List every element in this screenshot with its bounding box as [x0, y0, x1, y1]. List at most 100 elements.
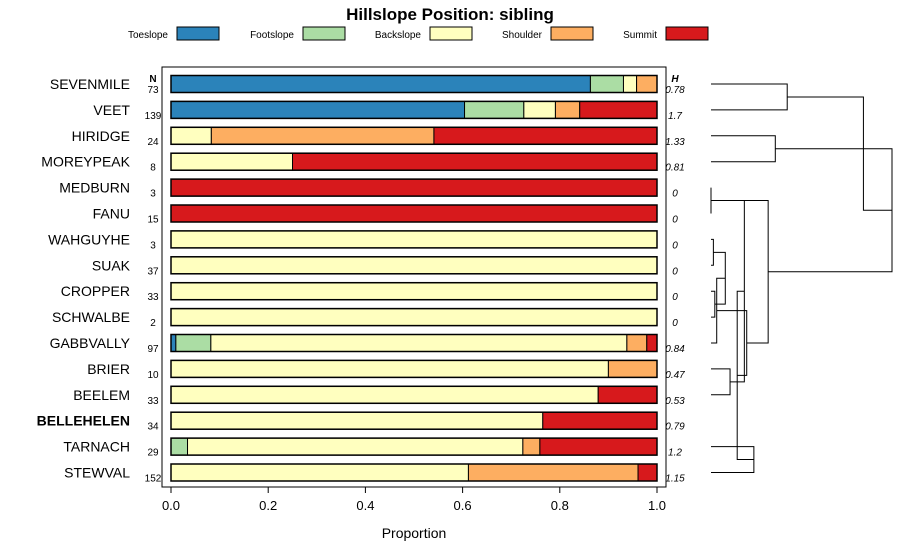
- n-value: 97: [147, 344, 159, 355]
- dendrogram-link: [711, 290, 716, 318]
- n-value: 3: [150, 240, 156, 251]
- n-value: 73: [147, 85, 159, 96]
- bar-outline: [170, 437, 658, 456]
- bar-row: BRIER 10 0.47: [87, 359, 685, 381]
- plot-panel: [161, 66, 667, 488]
- row-label: HIRIDGE: [72, 128, 130, 144]
- x-tick-label: 1.0: [648, 498, 666, 513]
- bar-segment-summit: [170, 178, 658, 197]
- bar-segment-backslope: [523, 100, 556, 119]
- bar-segment-backslope: [622, 75, 638, 93]
- n-value: 15: [147, 215, 159, 226]
- row-label: BELLEHELEN: [37, 413, 130, 429]
- bar-row: SEVENMILE 73 0.78: [50, 74, 685, 96]
- bar-segment-toeslope: [170, 75, 591, 93]
- bar-segment-summit: [637, 463, 658, 482]
- bar-segment-toeslope: [170, 100, 466, 119]
- bar-row: SCHWALBE 2 0: [52, 307, 678, 329]
- bar-segment-backslope: [170, 282, 658, 301]
- n-value: 3: [150, 189, 156, 200]
- bar-row: CROPPER 33 0: [61, 281, 678, 303]
- legend-swatch: [302, 26, 346, 41]
- x-tick-label: 0.4: [356, 498, 374, 513]
- bar-row: BELLEHELEN 34 0.79: [37, 411, 685, 433]
- bar-segment-summit: [539, 437, 658, 456]
- bar-outline: [170, 204, 658, 223]
- row-label: BEELEM: [73, 387, 130, 403]
- row-label: GABBVALLY: [50, 335, 131, 351]
- dendrogram-link: [711, 238, 714, 266]
- bar-row: VEET 139 1.7: [93, 100, 682, 122]
- bar-segment-summit: [579, 100, 658, 119]
- bar-segment-summit: [292, 152, 658, 171]
- n-value: 10: [147, 370, 159, 381]
- bar-segment-backslope: [170, 359, 609, 378]
- bar-outline: [170, 463, 658, 482]
- h-value: 0: [672, 215, 678, 226]
- n-value: 37: [147, 266, 159, 277]
- legend-label: Backslope: [375, 30, 422, 41]
- bar-segment-shoulder: [607, 359, 658, 378]
- bar-outline: [170, 359, 658, 379]
- bar-row: TARNACH 29 1.2: [63, 437, 682, 459]
- bar-outline: [170, 385, 658, 405]
- bar-segment-shoulder: [636, 75, 658, 93]
- legend-swatch: [550, 26, 594, 41]
- bar-outline: [170, 411, 658, 430]
- legend-label: Toeslope: [128, 30, 168, 41]
- row-label: BRIER: [87, 361, 130, 377]
- bar-row: GABBVALLY 97 0.84: [50, 333, 685, 355]
- n-value: 152: [145, 474, 162, 485]
- bar-outline: [170, 152, 658, 171]
- h-value: 0: [672, 318, 678, 329]
- row-label: MEDBURN: [59, 180, 130, 196]
- bar-segment-summit: [542, 411, 658, 430]
- dendrogram-link: [711, 135, 776, 163]
- bar-segment-backslope: [170, 152, 293, 171]
- row-label: MOREYPEAK: [41, 154, 130, 170]
- bar-row: BEELEM 33 0.53: [73, 385, 685, 407]
- legend-label: Shoulder: [502, 30, 543, 41]
- bar-segment-backslope: [187, 437, 524, 456]
- row-label: FANU: [93, 206, 130, 222]
- bar-segment-footslope: [175, 334, 212, 352]
- bar-segment-backslope: [170, 411, 544, 430]
- bar-segment-backslope: [170, 463, 469, 482]
- x-tick-label: 0.2: [259, 498, 277, 513]
- bar-row: WAHGUYHE 3 0: [48, 230, 678, 251]
- bar-row: HIRIDGE 24 1.33: [72, 126, 685, 148]
- h-value: 1.15: [665, 474, 685, 485]
- dendrogram: [710, 83, 893, 473]
- x-tick-label: 0.0: [162, 498, 180, 513]
- x-axis-title: Proportion: [382, 525, 447, 541]
- bar-outline: [170, 281, 658, 301]
- n-value: 34: [147, 422, 159, 433]
- legend-label: Footslope: [250, 30, 294, 41]
- bar-segment-shoulder: [626, 334, 648, 352]
- bar-rows: SEVENMILE 73 0.78 VEET 139 1.7 HIRIDGE 24 1.33 MO…: [37, 74, 685, 485]
- bar-segment-shoulder: [522, 437, 541, 456]
- n-value: 24: [147, 137, 159, 148]
- bar-outline: [170, 74, 658, 94]
- bar-row: MEDBURN 3 0: [59, 178, 678, 200]
- h-value: 1.2: [668, 448, 682, 459]
- dendrogram-link: [716, 310, 748, 376]
- bar-segment-summit: [433, 126, 658, 145]
- bar-segment-backslope: [170, 256, 658, 275]
- legend-swatch: [176, 26, 220, 41]
- bar-segment-shoulder: [554, 100, 581, 119]
- bar-outline: [170, 178, 658, 197]
- bar-segment-summit: [170, 204, 658, 223]
- bar-segment-backslope: [170, 230, 658, 249]
- row-label: WAHGUYHE: [48, 231, 130, 247]
- dendrogram-link: [711, 200, 769, 344]
- bar-segment-footslope: [589, 75, 624, 93]
- bar-outline: [170, 256, 658, 275]
- n-value: 2: [150, 318, 156, 329]
- row-label: SEVENMILE: [50, 76, 130, 92]
- bar-row: MOREYPEAK 8 0.81: [41, 152, 685, 174]
- h-header: H: [671, 74, 679, 85]
- row-label: SUAK: [92, 257, 131, 273]
- bar-row: FANU 15 0: [93, 204, 678, 226]
